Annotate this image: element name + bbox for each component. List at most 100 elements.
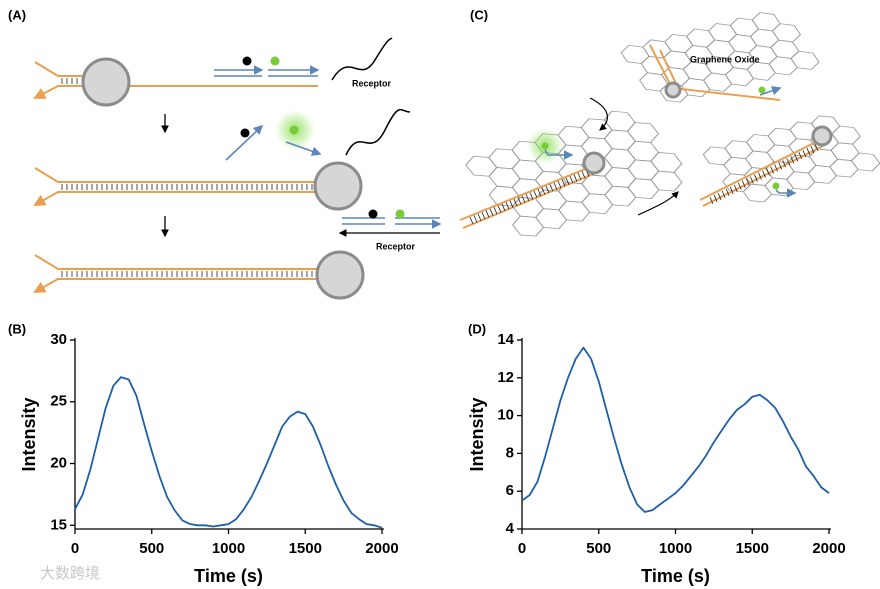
x-tick-label: 2000 bbox=[365, 540, 398, 557]
rung bbox=[766, 168, 770, 176]
bead bbox=[315, 250, 365, 300]
rung bbox=[469, 216, 474, 225]
hexagon bbox=[681, 77, 711, 98]
diagram-a: Receptor Receptor bbox=[33, 37, 440, 300]
hexagon bbox=[768, 56, 798, 76]
panel-label: (C) bbox=[470, 7, 488, 22]
y-tick-label: 12 bbox=[497, 369, 514, 386]
rungs bbox=[61, 271, 318, 277]
rung bbox=[802, 149, 807, 158]
bead bbox=[81, 57, 131, 107]
rung bbox=[525, 193, 530, 202]
rung bbox=[521, 195, 526, 203]
rung bbox=[770, 166, 774, 174]
rung bbox=[473, 215, 478, 223]
x-tick-label: 1000 bbox=[659, 540, 692, 557]
rung bbox=[501, 203, 506, 212]
y-tick-label: 4 bbox=[506, 520, 515, 537]
label: Receptor bbox=[376, 241, 416, 251]
rung bbox=[577, 172, 582, 181]
rung bbox=[774, 164, 778, 172]
rung bbox=[553, 182, 558, 190]
y-tick-label: 6 bbox=[506, 482, 514, 499]
y-tick-label: 15 bbox=[50, 516, 67, 533]
hexagon bbox=[807, 165, 838, 184]
rung bbox=[493, 207, 498, 215]
bead bbox=[313, 161, 363, 211]
rung bbox=[758, 172, 762, 180]
y-axis-title: Intensity bbox=[19, 397, 39, 471]
rungs bbox=[709, 143, 819, 205]
rung bbox=[798, 151, 803, 160]
x-axis-title: Time (s) bbox=[641, 566, 710, 586]
hexagon bbox=[535, 208, 568, 229]
data-line bbox=[74, 376, 383, 529]
hexagon bbox=[702, 72, 733, 92]
rung bbox=[477, 213, 482, 221]
label: Receptor bbox=[352, 78, 392, 88]
y-tick-label: 20 bbox=[50, 454, 67, 471]
bead bbox=[811, 125, 833, 147]
label: Graphene Oxide bbox=[690, 54, 760, 64]
y-tick-label: 14 bbox=[497, 331, 514, 348]
rung bbox=[782, 160, 787, 168]
rung bbox=[721, 190, 726, 199]
rung bbox=[573, 174, 578, 182]
x-axis-title: Time (s) bbox=[194, 566, 263, 586]
rung bbox=[509, 200, 514, 208]
x-tick-label: 2000 bbox=[812, 540, 845, 557]
x-tick-label: 0 bbox=[518, 540, 526, 557]
hexagon bbox=[829, 158, 859, 178]
x-tick-label: 1000 bbox=[212, 540, 245, 557]
data-line bbox=[521, 346, 830, 513]
rung bbox=[565, 177, 570, 185]
rung bbox=[790, 156, 795, 164]
rung bbox=[505, 202, 510, 210]
rungs bbox=[469, 167, 594, 225]
x-tick-label: 1500 bbox=[289, 540, 322, 557]
rung bbox=[806, 147, 811, 156]
rung bbox=[733, 184, 738, 192]
rung bbox=[741, 180, 746, 188]
rung bbox=[481, 211, 486, 220]
hexagon bbox=[650, 170, 683, 192]
rung bbox=[754, 174, 758, 182]
x-tick-label: 500 bbox=[139, 540, 164, 557]
x-tick-label: 500 bbox=[586, 540, 611, 557]
hexagon bbox=[512, 215, 545, 237]
panel-label: (D) bbox=[468, 321, 486, 336]
rung bbox=[717, 192, 722, 201]
rung bbox=[745, 178, 750, 186]
rung bbox=[786, 158, 791, 166]
y-tick-label: 8 bbox=[506, 444, 514, 461]
rung bbox=[713, 194, 718, 203]
rung bbox=[533, 190, 538, 199]
rung bbox=[569, 176, 574, 184]
x-tick-label: 0 bbox=[71, 540, 79, 557]
bead bbox=[582, 151, 606, 175]
rung bbox=[750, 176, 754, 184]
rung bbox=[485, 210, 490, 218]
rung bbox=[814, 143, 819, 152]
y-tick-label: 30 bbox=[50, 331, 67, 348]
rung bbox=[725, 188, 730, 197]
rung bbox=[561, 179, 566, 187]
hexagon bbox=[786, 171, 816, 190]
rung bbox=[513, 198, 518, 207]
diagram-c: Graphene Oxide bbox=[459, 12, 880, 237]
panel-label: (A) bbox=[8, 7, 26, 22]
hexagon bbox=[850, 152, 880, 172]
rung bbox=[737, 182, 742, 190]
rung bbox=[794, 154, 799, 162]
panel-label: (B) bbox=[8, 321, 26, 336]
hexagon bbox=[724, 67, 755, 87]
rung bbox=[529, 192, 534, 200]
rung bbox=[517, 197, 522, 205]
rung bbox=[709, 196, 714, 205]
rung bbox=[557, 180, 562, 189]
rung bbox=[778, 162, 783, 170]
hexagon bbox=[558, 200, 591, 222]
watermark: 大数跨境 bbox=[40, 564, 100, 582]
hexagon bbox=[604, 185, 637, 207]
